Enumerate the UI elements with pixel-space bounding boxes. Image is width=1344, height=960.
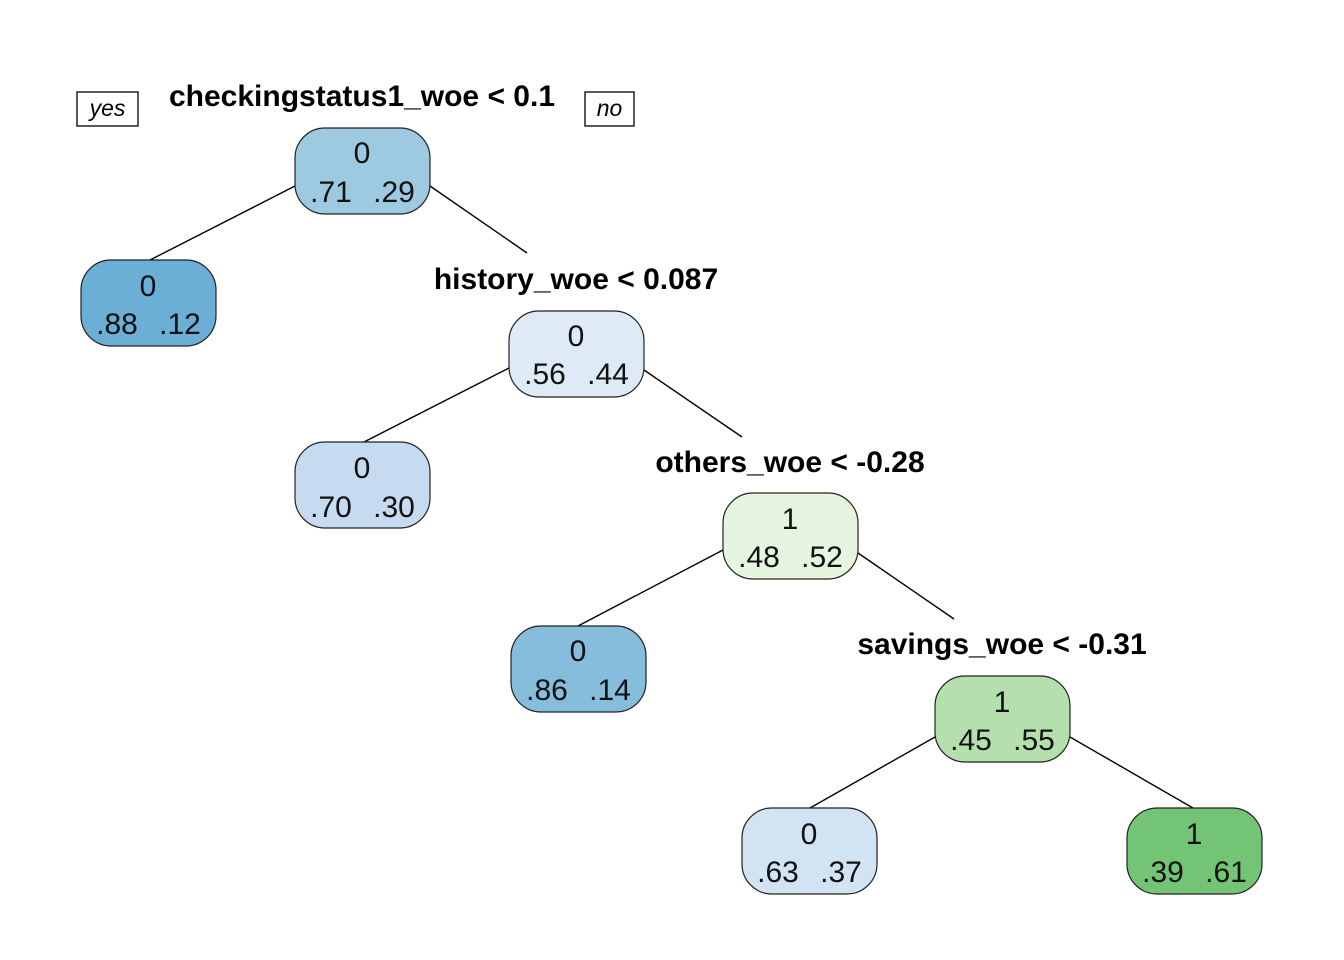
- edge-root-to-n3: [429, 185, 528, 254]
- node-class-label: 0: [140, 270, 157, 303]
- node-box: [934, 675, 1071, 763]
- node-class-label: 1: [994, 686, 1011, 719]
- node-prob-0: .86: [526, 674, 568, 707]
- node-prob-0: .56: [524, 358, 566, 391]
- node-prob-0: .63: [757, 856, 799, 889]
- split-label-root: checkingstatus1_woe < 0.1: [169, 80, 555, 113]
- node-prob-0: .71: [310, 176, 352, 209]
- node-n7: 1 .48 .52: [722, 492, 859, 580]
- edge-n7-to-n15: [857, 552, 955, 620]
- node-box: [294, 441, 431, 529]
- node-prob-1: .61: [1205, 856, 1247, 889]
- node-box: [741, 807, 878, 895]
- node-prob-1: .52: [801, 541, 843, 574]
- yes-branch-tag: yes: [76, 91, 139, 127]
- node-n31: 1 .39 .61: [1126, 807, 1263, 895]
- node-n30: 0 .63 .37: [741, 807, 878, 895]
- split-label-n15: savings_woe < -0.31: [857, 628, 1146, 661]
- node-prob-0: .45: [950, 724, 992, 757]
- node-root: 0 .71 .29: [294, 127, 431, 215]
- edge-n15-to-n30: [809, 736, 936, 809]
- node-class-label: 1: [782, 503, 799, 536]
- no-branch-tag: no: [584, 91, 635, 127]
- node-prob-1: .12: [159, 308, 201, 341]
- node-prob-0: .48: [738, 541, 780, 574]
- node-prob-1: .30: [373, 491, 415, 524]
- node-class-label: 0: [354, 452, 371, 485]
- node-prob-1: .55: [1013, 724, 1055, 757]
- node-prob-0: .88: [96, 308, 138, 341]
- node-n2: 0 .88 .12: [80, 259, 217, 347]
- node-class-label: 0: [801, 818, 818, 851]
- node-prob-1: .14: [589, 674, 631, 707]
- edge-n7-to-n14: [577, 549, 724, 627]
- split-label-n7: others_woe < -0.28: [655, 446, 924, 479]
- node-box: [1126, 807, 1263, 895]
- node-box: [80, 259, 217, 347]
- node-n3: 0 .56 .44: [508, 310, 645, 398]
- no-label: no: [597, 95, 623, 121]
- node-class-label: 0: [570, 635, 587, 668]
- node-n6: 0 .70 .30: [294, 441, 431, 529]
- node-prob-1: .37: [820, 856, 862, 889]
- split-label-n3: history_woe < 0.087: [434, 263, 718, 296]
- edge-root-to-n2: [149, 185, 296, 261]
- edge-n15-to-n31: [1069, 736, 1194, 809]
- node-n15: 1 .45 .55: [934, 675, 1071, 763]
- node-box: [294, 127, 431, 215]
- node-box: [510, 625, 647, 713]
- node-class-label: 0: [568, 320, 585, 353]
- edge-n3-to-n7: [643, 369, 743, 438]
- node-box: [722, 492, 859, 580]
- yes-label: yes: [88, 95, 126, 121]
- node-box: [508, 310, 645, 398]
- node-class-label: 1: [1186, 818, 1203, 851]
- node-prob-1: .44: [587, 358, 629, 391]
- node-class-label: 0: [354, 137, 371, 170]
- node-prob-0: .70: [310, 491, 352, 524]
- node-prob-0: .39: [1142, 856, 1184, 889]
- node-prob-1: .29: [373, 176, 415, 209]
- edge-n3-to-n6: [363, 367, 510, 443]
- node-n14: 0 .86 .14: [510, 625, 647, 713]
